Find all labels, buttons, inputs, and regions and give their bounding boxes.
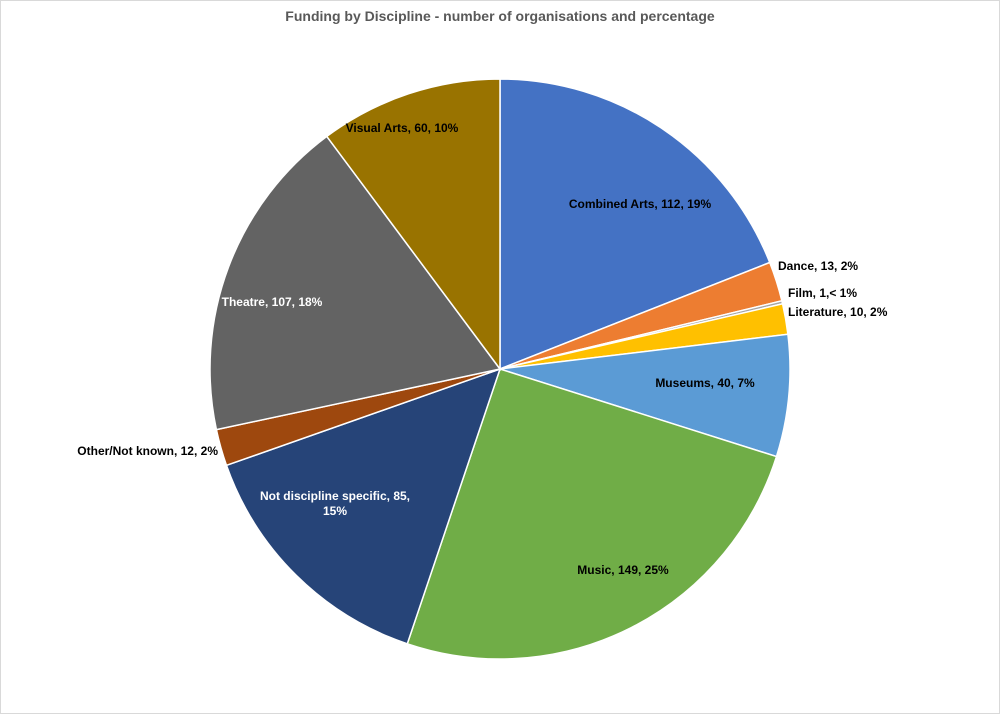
chart-title: Funding by Discipline - number of organi… <box>285 8 715 24</box>
slice-label-combined-arts: Combined Arts, 112, 19% <box>569 197 712 211</box>
pie-slice-combined-arts <box>499 78 771 371</box>
slice-label-other-not-known: Other/Not known, 12, 2% <box>77 444 218 458</box>
pie-slice-music <box>406 368 778 660</box>
slice-label-not-discipline-specific: Not discipline specific, 85, 15% <box>260 489 410 518</box>
slice-label-museums: Museums, 40, 7% <box>655 376 755 390</box>
slice-label-music: Music, 149, 25% <box>577 563 669 577</box>
pie-slice-theatre <box>209 135 502 431</box>
pie-slice-visual-arts <box>325 78 501 372</box>
slice-label-film: Film, 1,< 1% <box>788 286 857 300</box>
pie-slices <box>209 78 791 660</box>
pie-slice-museums <box>499 333 791 458</box>
slice-label-visual-arts: Visual Arts, 60, 10% <box>346 121 459 135</box>
slice-label-literature: Literature, 10, 2% <box>788 305 888 319</box>
slice-label-theatre: Theatre, 107, 18% <box>222 295 323 309</box>
slice-label-dance: Dance, 13, 2% <box>778 259 858 273</box>
pie-slice-not-discipline-specific <box>225 367 502 645</box>
pie-labels: Combined Arts, 112, 19% Dance, 13, 2% Film… <box>77 121 887 577</box>
